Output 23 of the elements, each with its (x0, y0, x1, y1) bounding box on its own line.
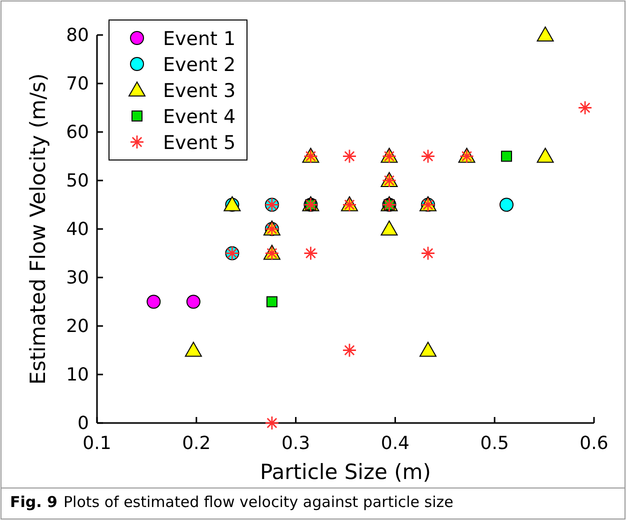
x-tick-label: 0.4 (380, 433, 410, 454)
legend-label: Event 5 (163, 132, 236, 154)
x-axis-title: Particle Size (m) (260, 460, 431, 484)
caption: Fig. 9 Plots of estimated flow velocity against particle size (10, 493, 454, 511)
y-tick-label: 70 (66, 74, 89, 94)
x-tick-label: 0.2 (182, 433, 211, 454)
legend-label: Event 4 (163, 106, 236, 128)
legend-label: Event 3 (163, 80, 236, 102)
y-tick-label: 60 (66, 122, 89, 143)
x-tick-label: 0.5 (480, 433, 509, 454)
y-axis-title: Estimated Flow Velocity (m/s) (26, 73, 50, 385)
y-tick-label: 80 (66, 25, 89, 46)
legend-label: Event 2 (163, 54, 236, 76)
x-tick-label: 0.1 (82, 433, 112, 454)
y-tick-label: 30 (66, 268, 89, 288)
y-tick-label: 40 (66, 219, 89, 240)
legend-label: Event 1 (163, 28, 236, 50)
x-tick-label: 0.6 (580, 433, 608, 454)
x-tick-label: 0.3 (281, 433, 310, 454)
y-tick-label: 20 (66, 316, 89, 337)
y-tick-label: 10 (66, 364, 89, 386)
y-tick-label: 0 (78, 413, 89, 434)
y-tick-label: 50 (66, 170, 89, 192)
